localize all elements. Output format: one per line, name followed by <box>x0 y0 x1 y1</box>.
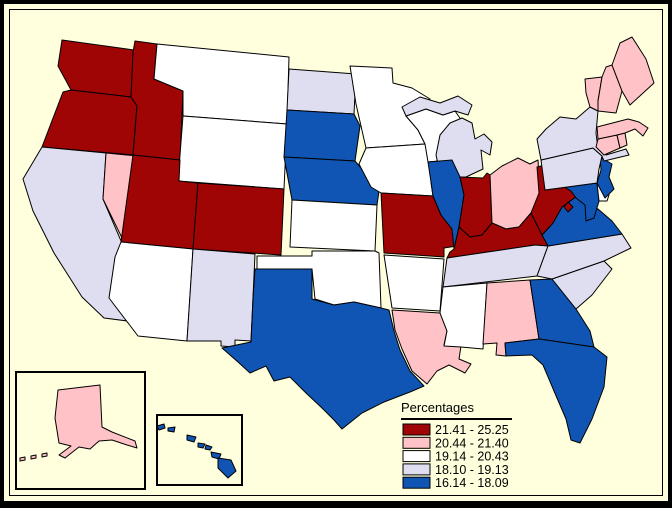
legend-label-class4: 18.10 - 19.13 <box>435 463 509 477</box>
state-nj <box>596 156 615 199</box>
state-sd <box>283 109 361 162</box>
legend: Percentages 21.41 - 25.25 20.44 - 21.40 … <box>401 400 512 490</box>
legend-label-class5: 16.14 - 18.09 <box>435 476 509 490</box>
legend-title: Percentages <box>401 400 474 415</box>
state-ak-aleutians <box>19 452 48 462</box>
legend-label-class3: 19.14 - 20.43 <box>435 450 509 464</box>
state-hi-oahu <box>186 434 197 443</box>
legend-swatch-class5 <box>402 476 431 489</box>
hawaii-inset-box <box>156 414 243 486</box>
state-hi-molokai <box>197 442 206 449</box>
state-in <box>458 172 493 238</box>
state-mi-upper <box>401 95 473 117</box>
inner-frame <box>9 9 663 496</box>
state-ak <box>54 384 138 459</box>
legend-label-class1: 21.41 - 25.25 <box>435 423 509 437</box>
state-ma <box>596 118 649 140</box>
state-dc <box>563 201 574 213</box>
state-tx <box>221 268 425 430</box>
state-hi-lanai <box>204 444 213 451</box>
state-ks <box>289 199 378 252</box>
conus-states <box>22 36 655 444</box>
state-hi-niihau <box>156 423 166 431</box>
state-nm <box>186 248 256 348</box>
legend-label-class2: 20.44 - 21.40 <box>435 436 509 450</box>
state-ms <box>439 282 488 350</box>
state-me <box>611 36 655 106</box>
legend-swatch-class2 <box>402 436 431 449</box>
state-hi-kauai <box>167 426 176 433</box>
state-fl <box>504 338 608 444</box>
legend-swatch-class4 <box>402 463 431 476</box>
state-wy <box>177 115 288 190</box>
state-ny <box>536 106 630 162</box>
alaska-inset-box <box>15 371 146 490</box>
state-ar <box>383 254 445 312</box>
state-hi-bigisland <box>217 457 237 479</box>
hawaii-inset <box>156 414 243 486</box>
alaska-inset <box>15 371 146 490</box>
state-nh <box>597 64 623 114</box>
legend-swatch-class1 <box>402 423 431 436</box>
state-nd <box>286 68 357 115</box>
legend-swatch-class3 <box>402 450 431 463</box>
state-co <box>192 182 285 256</box>
